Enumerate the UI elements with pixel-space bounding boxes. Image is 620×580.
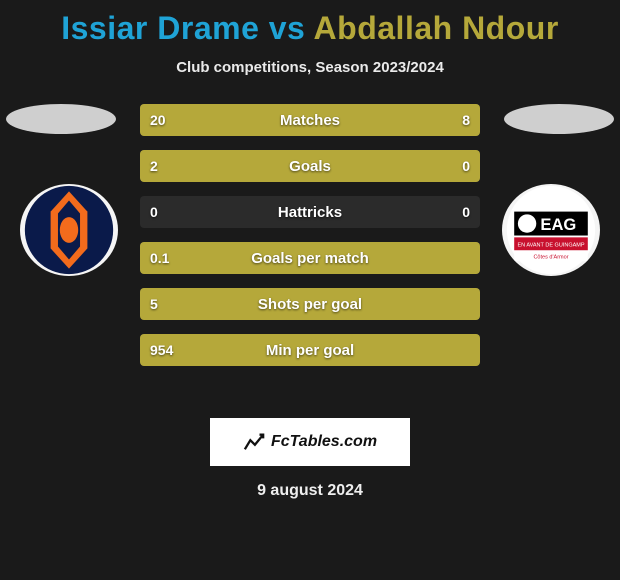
vs-text: vs xyxy=(269,10,306,46)
stat-label: Goals per match xyxy=(140,242,480,274)
comparison-title: Issiar Drame vs Abdallah Ndour xyxy=(0,0,620,47)
player2-club-badge: EAG EN AVANT DE GUINGAMP Côtes d'Armor xyxy=(502,184,600,276)
club2-icon: EAG EN AVANT DE GUINGAMP Côtes d'Armor xyxy=(502,184,600,276)
brand-text: FcTables.com xyxy=(271,433,377,451)
stat-label: Hattricks xyxy=(140,196,480,228)
stat-bars: 208Matches 20Goals 00Hattricks 0.1Goals per… xyxy=(140,104,480,366)
player1-photo xyxy=(6,104,116,134)
svg-text:EAG: EAG xyxy=(540,215,576,234)
date-text: 9 august 2024 xyxy=(0,482,620,500)
stat-row: 20Goals xyxy=(140,150,480,182)
stat-label: Shots per goal xyxy=(140,288,480,320)
chart-icon xyxy=(243,431,265,453)
stat-label: Matches xyxy=(140,104,480,136)
stat-label: Min per goal xyxy=(140,334,480,366)
stat-row: 208Matches xyxy=(140,104,480,136)
stat-row: 0.1Goals per match xyxy=(140,242,480,274)
brand-badge: FcTables.com xyxy=(210,418,410,466)
stat-label: Goals xyxy=(140,150,480,182)
svg-text:EN AVANT DE GUINGAMP: EN AVANT DE GUINGAMP xyxy=(517,243,584,249)
svg-text:Côtes d'Armor: Côtes d'Armor xyxy=(533,255,568,261)
player2-photo xyxy=(504,104,614,134)
comparison-arena: EAG EN AVANT DE GUINGAMP Côtes d'Armor 2… xyxy=(0,104,620,404)
player1-name: Issiar Drame xyxy=(61,10,259,46)
player2-name: Abdallah Ndour xyxy=(314,10,559,46)
club1-icon xyxy=(20,184,118,276)
stat-row: 5Shots per goal xyxy=(140,288,480,320)
player1-club-badge xyxy=(20,184,118,276)
stat-row: 954Min per goal xyxy=(140,334,480,366)
stat-row: 00Hattricks xyxy=(140,196,480,228)
subtitle: Club competitions, Season 2023/2024 xyxy=(0,59,620,76)
